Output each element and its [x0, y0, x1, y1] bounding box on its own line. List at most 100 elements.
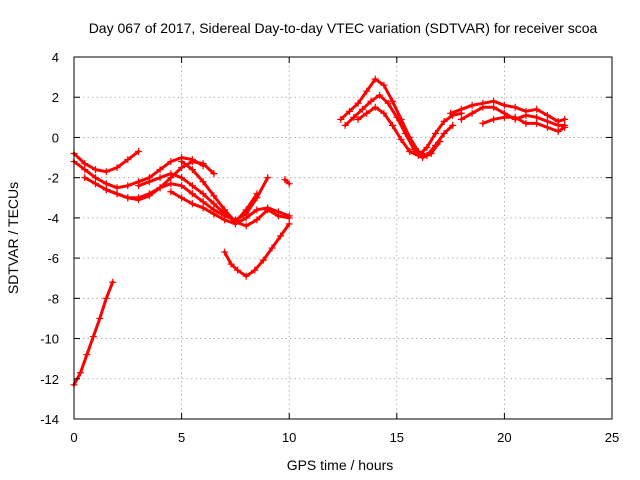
- series-arc-p: [479, 113, 569, 135]
- y-axis-title: SDTVAR / TECUs: [5, 182, 21, 294]
- data-point: [285, 214, 293, 222]
- data-point: [102, 294, 110, 302]
- y-tick-label: -10: [40, 332, 59, 347]
- data-point: [96, 314, 104, 322]
- series-track: [283, 178, 291, 186]
- series-arc-b: [70, 148, 143, 176]
- x-tick-label: 0: [70, 430, 77, 445]
- data-point: [81, 160, 89, 168]
- data-point: [124, 182, 132, 190]
- y-tick-label: -14: [40, 412, 59, 427]
- data-point: [242, 272, 250, 280]
- data-point: [500, 101, 508, 109]
- data-point: [447, 109, 455, 117]
- data-point: [124, 156, 132, 164]
- data-point: [221, 248, 229, 256]
- data-point: [188, 158, 196, 166]
- data-point: [242, 206, 250, 214]
- data-point: [178, 182, 186, 190]
- data-point: [457, 105, 465, 113]
- data-point: [479, 103, 487, 111]
- data-point: [135, 182, 143, 190]
- y-tick-label: -4: [47, 211, 59, 226]
- data-point: [406, 148, 414, 156]
- data-point: [178, 158, 186, 166]
- series-arc-i: [221, 220, 293, 280]
- series-arc-l: [341, 91, 444, 162]
- data-point: [376, 91, 384, 99]
- data-series: [70, 75, 569, 389]
- data-point: [511, 113, 519, 121]
- series-track: [169, 190, 291, 226]
- data-point: [199, 160, 207, 168]
- data-point: [231, 218, 239, 226]
- data-point: [242, 214, 250, 222]
- data-point: [178, 194, 186, 202]
- data-point: [358, 105, 366, 113]
- series-track: [343, 93, 442, 160]
- data-point: [337, 115, 345, 123]
- data-point: [410, 146, 418, 154]
- data-point: [380, 81, 388, 89]
- data-point: [167, 170, 175, 178]
- data-point: [490, 103, 498, 111]
- data-point: [92, 174, 100, 182]
- data-point: [135, 194, 143, 202]
- y-tick-label: -12: [40, 372, 59, 387]
- data-point: [156, 174, 164, 182]
- data-point: [102, 186, 110, 194]
- data-point: [156, 166, 164, 174]
- series-track: [137, 172, 259, 224]
- data-point: [561, 115, 569, 123]
- data-point: [543, 123, 551, 131]
- grid: [74, 57, 612, 419]
- data-point: [167, 158, 175, 166]
- data-point: [285, 180, 293, 188]
- data-point: [156, 184, 164, 192]
- plot-frame: [73, 56, 613, 420]
- y-tick-label: -8: [47, 291, 59, 306]
- data-point: [490, 97, 498, 105]
- chart-title: Day 067 of 2017, Sidereal Day-to-day VTE…: [89, 20, 598, 36]
- data-point: [277, 232, 285, 240]
- data-point: [419, 154, 427, 162]
- data-point: [188, 190, 196, 198]
- data-point: [533, 105, 541, 113]
- data-point: [427, 150, 435, 158]
- series-arc-c: [70, 154, 207, 192]
- data-point: [371, 75, 379, 83]
- x-tick-label: 10: [282, 430, 296, 445]
- x-tick-label: 15: [390, 430, 404, 445]
- data-point: [354, 115, 362, 123]
- data-point: [242, 222, 250, 230]
- x-tick-label: 5: [178, 430, 185, 445]
- data-point: [401, 129, 409, 137]
- data-point: [81, 174, 89, 182]
- data-point: [135, 148, 143, 156]
- data-point: [188, 182, 196, 190]
- data-point: [388, 97, 396, 105]
- data-point: [440, 117, 448, 125]
- data-point: [371, 103, 379, 111]
- data-point: [264, 174, 272, 182]
- data-point: [511, 103, 519, 111]
- data-point: [251, 266, 259, 274]
- data-point: [423, 144, 431, 151]
- data-point: [199, 198, 207, 206]
- data-point: [113, 184, 121, 192]
- data-point: [479, 119, 487, 127]
- data-point: [188, 166, 196, 174]
- data-point: [449, 121, 457, 129]
- data-point: [561, 123, 569, 131]
- data-point: [522, 119, 530, 127]
- series-track: [449, 99, 567, 123]
- data-point: [543, 117, 551, 125]
- y-tick-label: 2: [52, 90, 59, 105]
- data-point: [533, 119, 541, 127]
- data-point: [253, 190, 261, 198]
- data-point: [227, 260, 235, 268]
- series-arc-m: [354, 103, 465, 160]
- data-point: [83, 351, 91, 359]
- data-point: [384, 99, 392, 107]
